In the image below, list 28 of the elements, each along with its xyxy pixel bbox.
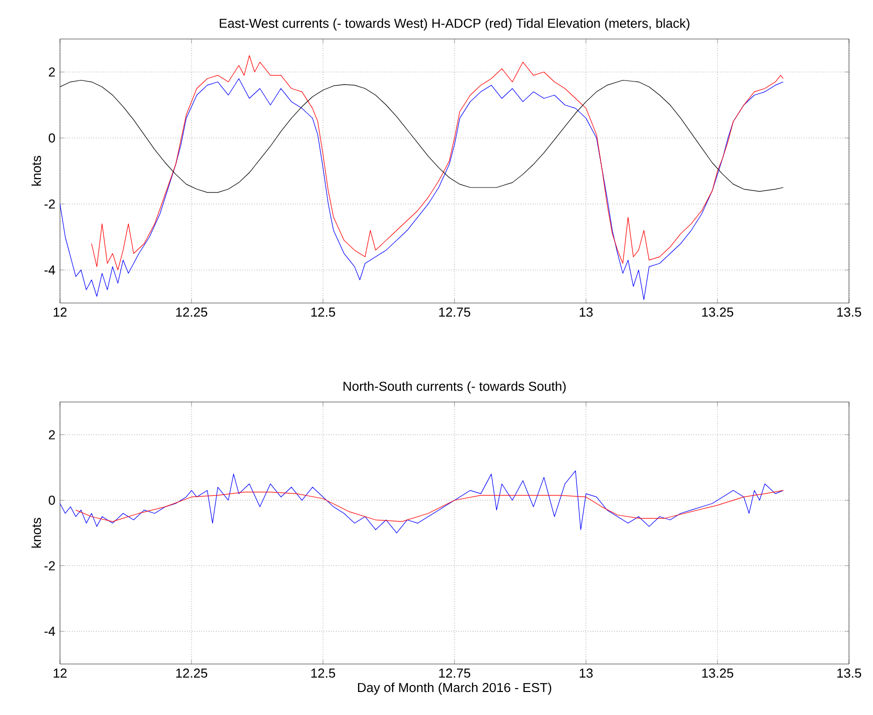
- x-axis-title: Day of Month (March 2016 - EST): [358, 682, 552, 695]
- x-tick-label: 13: [580, 308, 593, 317]
- y-tick-label: 0: [48, 133, 55, 143]
- chart-title: East-West currents (- towards West) H-ADCP (red) Tidal Elevation (meters, black): [220, 18, 690, 30]
- x-tick-label: 12.5: [311, 668, 336, 678]
- y-axis-title: knots: [31, 518, 42, 548]
- y-tick-label: 2: [48, 430, 55, 440]
- chart-title: North-South currents (- towards South): [344, 381, 566, 394]
- x-tick-label: 12.25: [176, 308, 208, 317]
- x-tick-label: 13.5: [837, 668, 862, 678]
- x-tick-label: 13.25: [702, 668, 734, 678]
- x-tick-label: 12.75: [439, 668, 470, 678]
- y-tick-label: -4: [44, 266, 56, 274]
- x-tick-label: 13.25: [702, 308, 734, 317]
- y-tick-label: -2: [44, 561, 55, 570]
- y-tick-label: -4: [44, 626, 56, 636]
- x-tick-label: 13.5: [837, 308, 862, 317]
- line-series: [91, 55, 784, 270]
- x-tick-label: 12: [54, 668, 67, 678]
- x-tick-label: 12.75: [439, 308, 470, 317]
- x-tick-label: 12.5: [311, 308, 336, 317]
- x-tick-label: 13: [580, 668, 593, 678]
- x-tick-label: 12: [54, 308, 67, 317]
- y-tick-label: 2: [48, 67, 55, 77]
- y-tick-label: 0: [48, 496, 55, 505]
- x-tick-label: 12.25: [176, 668, 208, 678]
- y-axis-title: knots: [31, 156, 42, 186]
- y-tick-label: -2: [44, 199, 55, 209]
